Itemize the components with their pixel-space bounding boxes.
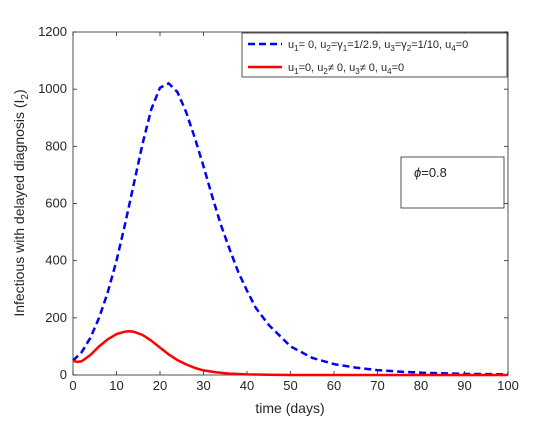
annotation-box — [400, 156, 505, 209]
legend-text-part: =γ — [331, 39, 343, 51]
legend-label-1: u1= 0, u2=γ1=1/2.9, u3=γ2=1/10, u4=0 — [288, 39, 468, 53]
legend-text-part: u — [288, 39, 294, 51]
y-tick-label: 800 — [45, 138, 67, 153]
x-tick-label: 50 — [283, 378, 297, 393]
x-tick-label: 40 — [240, 378, 254, 393]
y-axis-label-sub: 2 — [20, 94, 31, 100]
legend-text-part: =1/10, u — [411, 39, 451, 51]
legend-text-part: ≠ 0, u — [328, 62, 355, 74]
x-tick-label: 0 — [69, 378, 76, 393]
legend-text-part: ≠ 0, u — [360, 62, 387, 74]
legend-text-part: 2 — [326, 44, 331, 53]
x-tick-label: 70 — [370, 378, 384, 393]
legend-text-part: 2 — [407, 44, 412, 53]
legend-text-part: =0 — [392, 62, 405, 74]
annotation: ϕ=0.8 — [400, 156, 505, 209]
y-tick-label: 400 — [45, 253, 67, 268]
annotation-text: ϕ=0.8 — [414, 165, 447, 180]
legend-text-part: = 0, u — [299, 39, 327, 51]
legend-text-part: 1 — [294, 44, 299, 53]
legend-box — [241, 32, 508, 78]
y-tick-label: 200 — [45, 310, 67, 325]
y-axis-label: Infectious with delayed diagnosis (I2) — [11, 89, 31, 316]
annotation-value: =0.8 — [421, 165, 447, 180]
legend-text-part: =0, u — [299, 62, 324, 74]
legend-text-part: 3 — [390, 44, 395, 53]
legend-text-part: u — [288, 62, 294, 74]
x-tick-label: 10 — [109, 378, 123, 393]
legend-text-part: =1/2.9, u — [347, 39, 390, 51]
x-tick-label: 30 — [196, 378, 210, 393]
legend-text-part: 4 — [387, 67, 392, 76]
y-tick-label: 1000 — [38, 81, 67, 96]
legend-text-part: 3 — [355, 67, 360, 76]
x-tick-label: 80 — [414, 378, 428, 393]
legend-text-part: 2 — [323, 67, 328, 76]
x-tick-label: 90 — [457, 378, 471, 393]
y-axis-label-close: ) — [11, 89, 27, 94]
legend-label-2: u1=0, u2≠ 0, u3≠ 0, u4=0 — [288, 62, 404, 76]
legend: u1= 0, u2=γ1=1/2.9, u3=γ2=1/10, u4=0 u1=… — [241, 32, 508, 78]
x-tick-label: 20 — [153, 378, 167, 393]
x-axis-label: time (days) — [255, 400, 324, 416]
y-axis-label-main: Infectious with delayed diagnosis (I — [11, 100, 27, 317]
legend-text-part: =0 — [456, 39, 469, 51]
legend-text-part: 4 — [451, 44, 456, 53]
x-tick-label: 100 — [497, 378, 519, 393]
y-tick-label: 1200 — [38, 24, 67, 39]
y-tick-label: 0 — [60, 367, 67, 382]
series-line-2 — [72, 330, 508, 377]
legend-text-part: 1 — [294, 67, 299, 76]
series-layer — [72, 82, 509, 377]
y-tick-label: 600 — [45, 196, 67, 211]
legend-text-part: =γ — [395, 39, 407, 51]
series-line-1 — [72, 82, 509, 376]
legend-text-part: 1 — [343, 44, 348, 53]
annotation-phi-symbol: ϕ — [414, 165, 421, 180]
x-tick-label: 60 — [327, 378, 341, 393]
